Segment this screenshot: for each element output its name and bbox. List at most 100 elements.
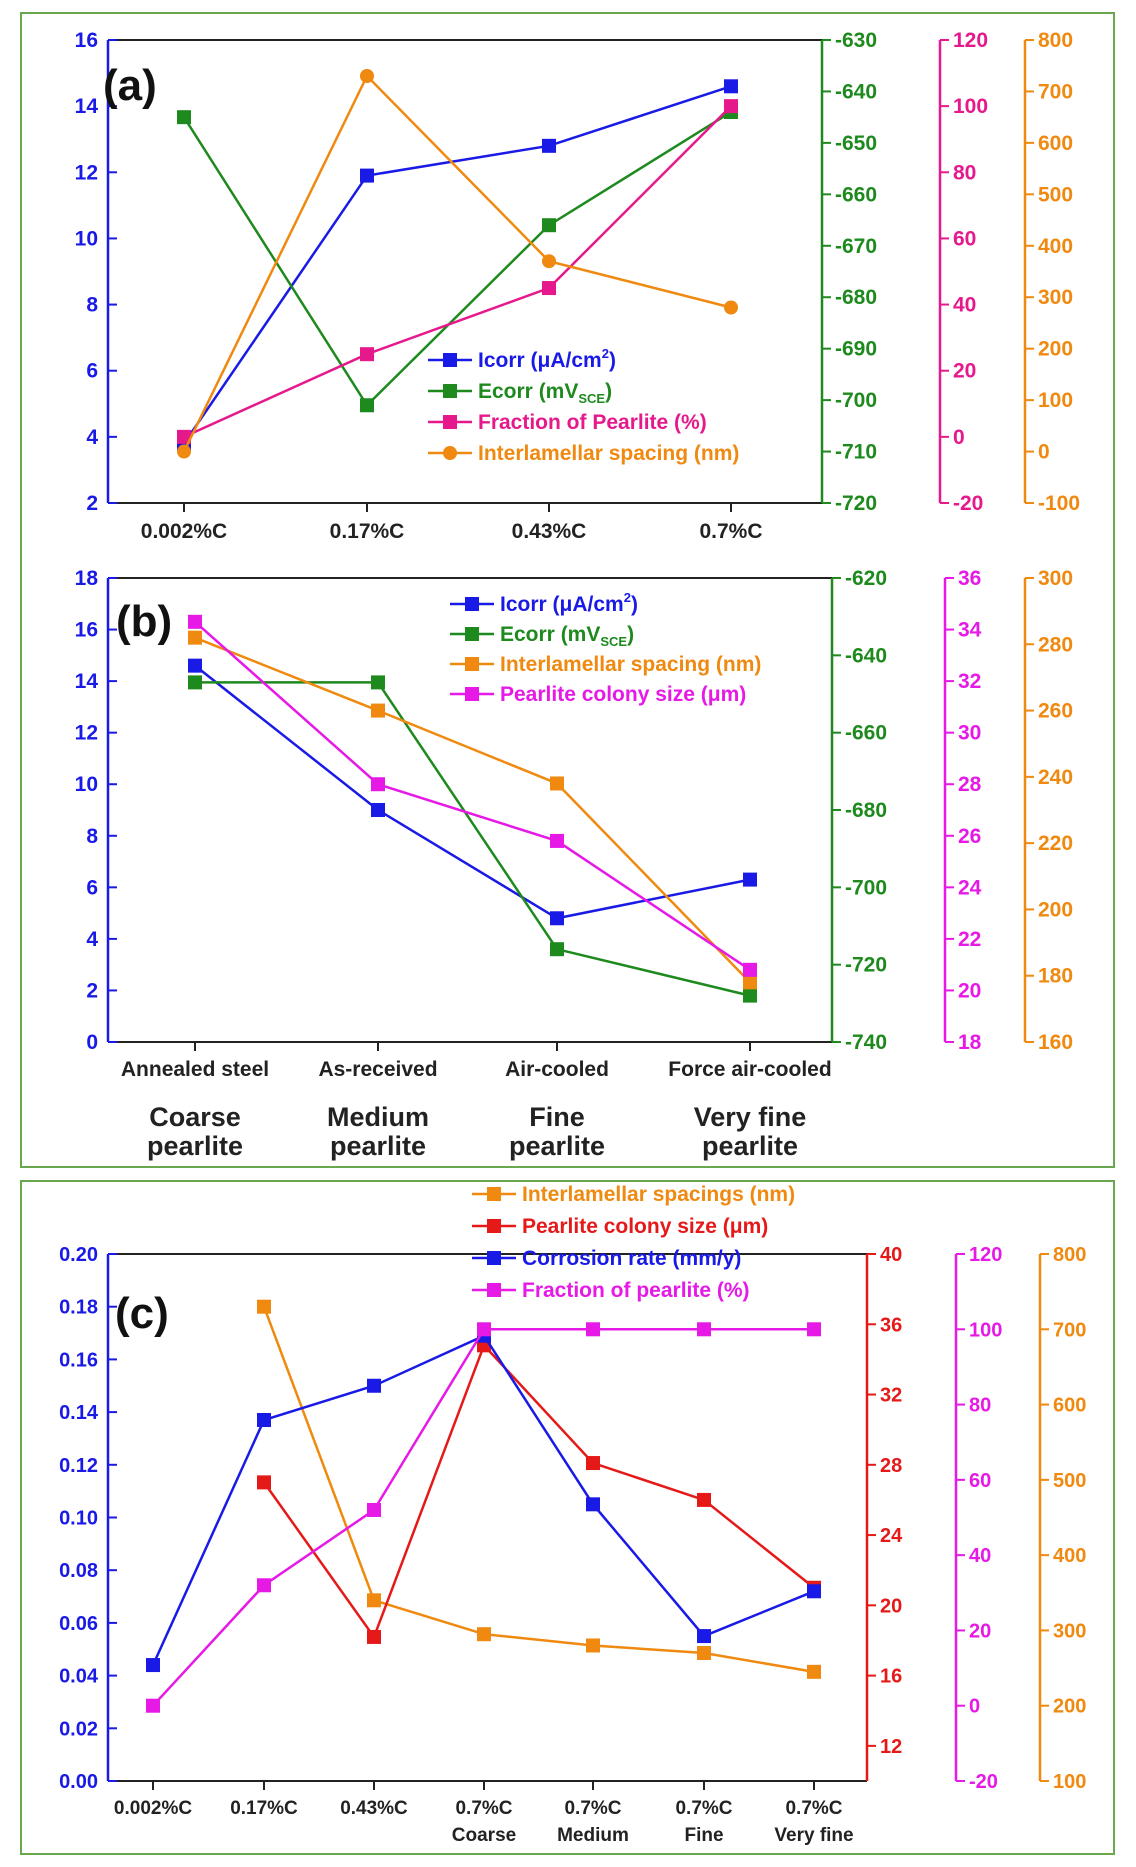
legend-label: Interlamellar spacing (nm) bbox=[500, 653, 761, 676]
legend-text: ) bbox=[631, 593, 638, 616]
y-tick-label: 280 bbox=[1038, 633, 1073, 656]
y-tick-label: 100 bbox=[969, 1319, 1002, 1341]
y-tick-label: 28 bbox=[958, 773, 982, 796]
legend-marker bbox=[465, 687, 479, 701]
chart-panel-b: Annealed steel As-received Air-cooled Force… bbox=[75, 567, 1073, 1161]
legend-label: Ecorr (mVSCE) bbox=[478, 380, 612, 406]
y-tick-label: 10 bbox=[75, 227, 98, 250]
x-tick-label: 0.7%C bbox=[699, 520, 762, 543]
y-tick-label: 2 bbox=[86, 492, 98, 515]
y-tick-label: 0.04 bbox=[59, 1666, 99, 1688]
y-tick-label: 160 bbox=[1038, 1031, 1073, 1054]
y-tick-label: 34 bbox=[958, 619, 982, 642]
series-line bbox=[194, 620, 751, 971]
y-tick-label: 80 bbox=[953, 161, 976, 184]
y-tick-label: 12 bbox=[75, 722, 98, 745]
y-tick-label: 36 bbox=[880, 1314, 902, 1336]
y-tick-label: 0 bbox=[969, 1696, 980, 1718]
y-tick-label: 18 bbox=[75, 567, 99, 590]
x-tick-label: 0.17%C bbox=[230, 1798, 298, 1819]
data-point bbox=[550, 833, 564, 848]
data-point bbox=[542, 218, 556, 233]
y-tick-label: -630 bbox=[835, 29, 877, 52]
y-tick-label: -100 bbox=[1038, 492, 1080, 515]
data-point bbox=[550, 776, 564, 791]
data-point bbox=[586, 1497, 600, 1512]
x-tick-label: 0.7%C bbox=[564, 1798, 621, 1819]
y-tick-label: 6 bbox=[86, 876, 98, 899]
data-point bbox=[477, 1322, 491, 1337]
data-point bbox=[257, 1299, 271, 1314]
y-tick-label: -740 bbox=[845, 1031, 887, 1054]
y-tick-label: 24 bbox=[880, 1525, 903, 1547]
x-tick-label: 0.002%C bbox=[114, 1798, 192, 1819]
data-point bbox=[697, 1629, 711, 1644]
y-tick-label: 8 bbox=[86, 825, 98, 848]
legend-subscript: SCE bbox=[600, 634, 627, 649]
legend-text: Interlamellar spacing (nm) bbox=[500, 653, 761, 676]
data-point bbox=[743, 872, 757, 887]
y-tick-label: 0 bbox=[953, 426, 965, 449]
data-point bbox=[257, 1413, 271, 1428]
y-tick-label: 2 bbox=[86, 979, 98, 1002]
data-point bbox=[188, 658, 202, 673]
y-tick-label: -710 bbox=[835, 441, 877, 464]
series-line bbox=[182, 73, 732, 453]
y-tick-label: 120 bbox=[969, 1244, 1002, 1266]
data-point bbox=[724, 300, 738, 315]
y-tick-label: -690 bbox=[835, 338, 877, 361]
x-group-label: Coarse bbox=[452, 1825, 516, 1846]
legend-label: Interlamellar spacing (nm) bbox=[478, 442, 739, 465]
y-tick-label: -20 bbox=[969, 1771, 998, 1793]
data-point bbox=[360, 168, 374, 183]
legend-text: Pearlite colony size (μm) bbox=[500, 683, 746, 706]
y-tick-label: 16 bbox=[75, 619, 98, 642]
series-line bbox=[182, 85, 732, 445]
legend-label: Interlamellar spacings (nm) bbox=[522, 1183, 795, 1206]
y-tick-label: 0.16 bbox=[59, 1349, 98, 1371]
legend-text: Ecorr (mV bbox=[478, 380, 578, 403]
y-tick-label: 500 bbox=[1053, 1470, 1086, 1492]
y-tick-label: 100 bbox=[1038, 389, 1073, 412]
panel-label: (a) bbox=[103, 61, 157, 110]
y-tick-label: 4 bbox=[86, 928, 98, 951]
data-point bbox=[477, 1627, 491, 1642]
data-point bbox=[188, 614, 202, 629]
data-point bbox=[586, 1322, 600, 1337]
y-tick-label: 200 bbox=[1038, 338, 1073, 361]
y-tick-label: 800 bbox=[1038, 29, 1073, 52]
x-group-label: pearlite bbox=[702, 1131, 798, 1161]
legend-marker bbox=[487, 1187, 501, 1201]
y-tick-label: 120 bbox=[953, 29, 988, 52]
y-tick-label: 36 bbox=[958, 567, 981, 590]
legend-label: Fraction of pearlite (%) bbox=[522, 1279, 750, 1302]
data-point bbox=[550, 911, 564, 926]
x-tick-label: Force air-cooled bbox=[668, 1058, 831, 1081]
data-point bbox=[550, 942, 564, 957]
data-point bbox=[188, 675, 202, 690]
data-point bbox=[188, 630, 202, 645]
y-tick-label: 40 bbox=[880, 1244, 902, 1266]
legend-marker bbox=[465, 627, 479, 641]
y-tick-label: 100 bbox=[1053, 1771, 1086, 1793]
legend-label: Icorr (μA/cm2) bbox=[478, 346, 616, 372]
y-tick-label: 100 bbox=[953, 95, 988, 118]
y-tick-label: 700 bbox=[1038, 80, 1073, 103]
data-point bbox=[360, 69, 374, 84]
data-point bbox=[371, 777, 385, 792]
panel-ab-frame bbox=[20, 12, 1115, 1168]
data-point bbox=[371, 803, 385, 817]
legend-marker bbox=[443, 353, 457, 367]
legend-text: Interlamellar spacings (nm) bbox=[522, 1183, 795, 1206]
y-tick-label: 0.10 bbox=[59, 1508, 98, 1530]
y-tick-label: 16 bbox=[75, 29, 98, 52]
data-point bbox=[367, 1502, 381, 1517]
legend-marker bbox=[443, 415, 457, 429]
y-tick-label: 4 bbox=[86, 426, 98, 449]
data-point bbox=[724, 79, 738, 94]
data-point bbox=[807, 1664, 821, 1679]
data-point bbox=[257, 1578, 271, 1593]
y-tick-label: 400 bbox=[1053, 1545, 1086, 1567]
y-tick-label: 14 bbox=[75, 670, 99, 693]
